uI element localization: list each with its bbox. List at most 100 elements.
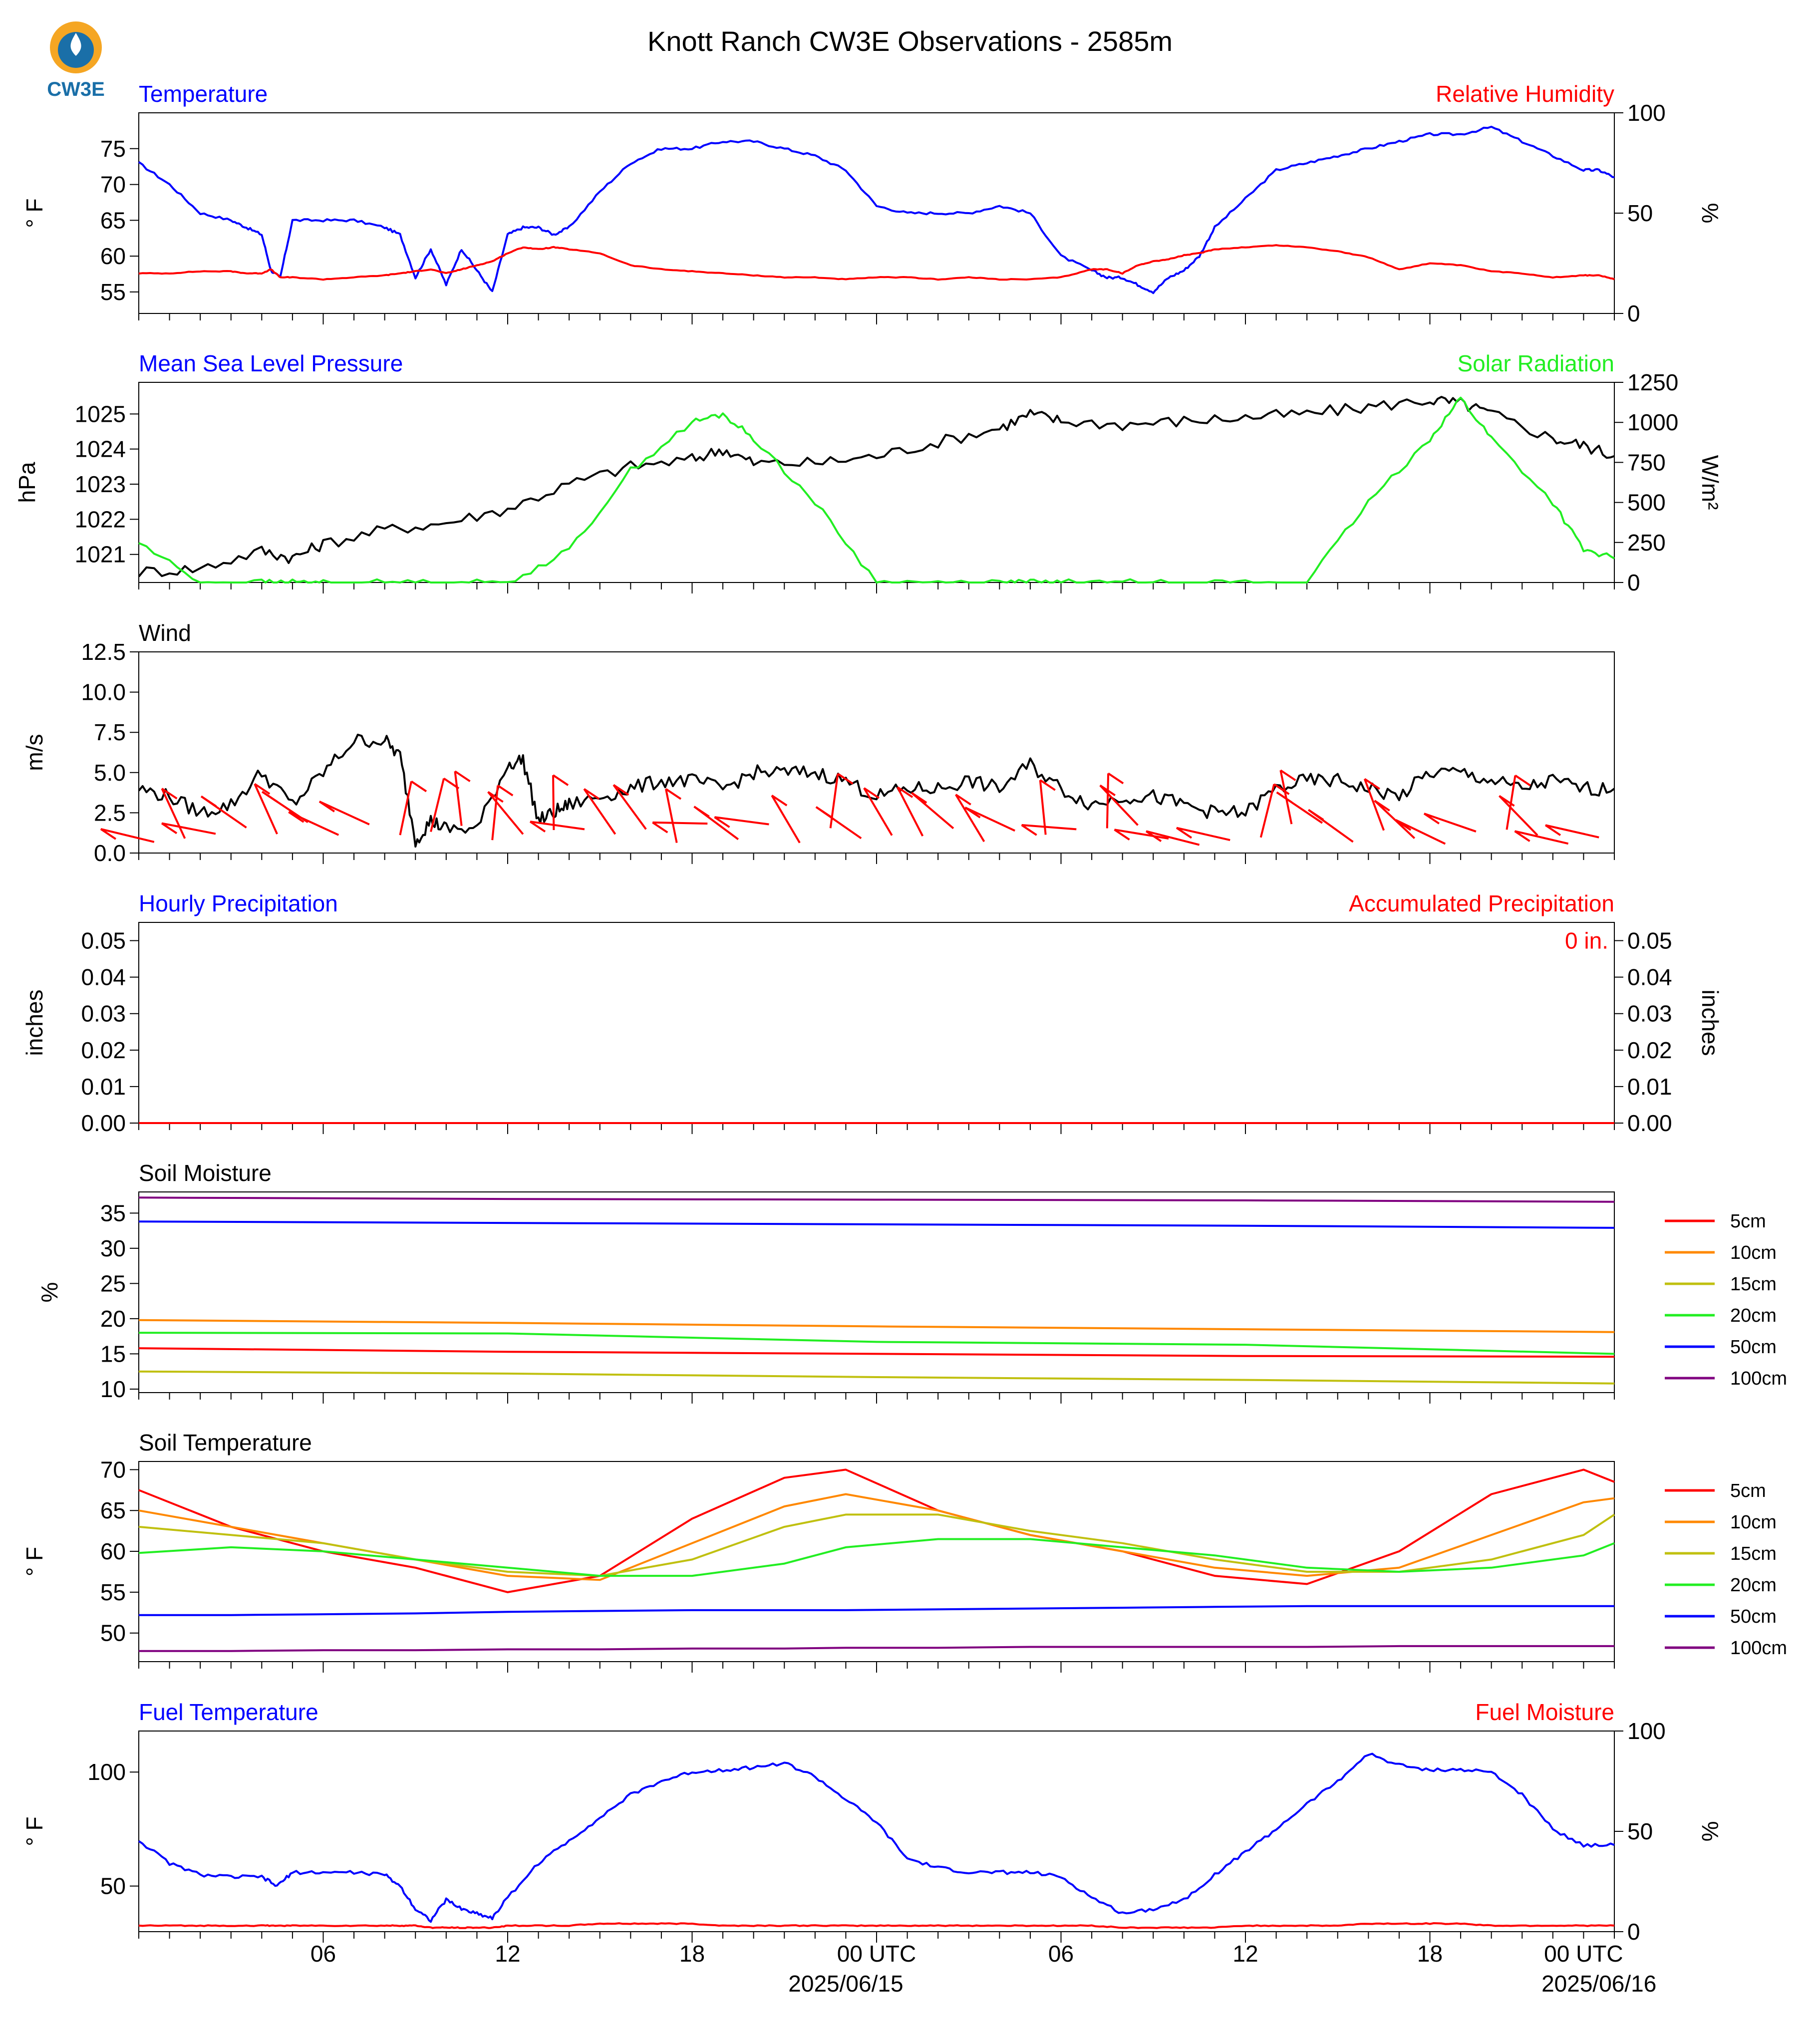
wind-barb-flag — [1273, 783, 1290, 795]
series-line-50cm — [139, 1605, 1614, 1616]
y-axis-label: hPa — [14, 462, 40, 503]
xtick-label: 06 — [1048, 1941, 1074, 1967]
y-axis-label: ° F — [21, 1547, 47, 1576]
cw3e-logo: CW3E — [47, 21, 105, 100]
wind-barb-flag — [454, 770, 471, 782]
series-line-fuel-moisture — [138, 1922, 1615, 1929]
wind-barb-flag — [964, 807, 981, 819]
wind-barb-flag — [529, 821, 546, 833]
wind-barb — [552, 775, 555, 831]
panel-title-left: Wind — [139, 620, 191, 646]
wind-barb-flag — [1544, 824, 1561, 836]
wind-barb — [612, 784, 647, 830]
ytick-right-label: 100 — [1627, 100, 1666, 126]
ytick-label: 70 — [100, 172, 126, 198]
wind-barb-flag — [1114, 829, 1130, 841]
plot-frame — [138, 382, 1615, 583]
ytick-label: 1022 — [75, 506, 126, 532]
ytick-label: 55 — [100, 279, 126, 305]
logo-drop-icon — [70, 33, 81, 56]
series-line-10cm — [138, 1493, 1615, 1581]
wind-barb-flag — [100, 828, 116, 840]
series-line-20cm — [138, 1332, 1615, 1355]
wind-barb-flag — [1308, 809, 1324, 821]
ytick-right-label: 0.05 — [1627, 928, 1672, 954]
wind-barb-flag — [1099, 784, 1116, 797]
wind-barb — [1279, 770, 1293, 825]
ytick-label: 1021 — [75, 542, 126, 568]
logo-text: CW3E — [47, 78, 105, 100]
ytick-label: 10 — [100, 1376, 126, 1402]
ytick-right-label: 250 — [1627, 530, 1666, 556]
panel-title-left: Mean Sea Level Pressure — [139, 350, 403, 376]
y-axis-label: ° F — [21, 198, 47, 228]
ytick-label: 1024 — [75, 436, 126, 462]
ytick-right-label: 0.01 — [1627, 1074, 1672, 1100]
wind-barb — [910, 792, 954, 830]
wind-barb-flag — [318, 801, 335, 813]
panel-soil_moisture: Soil Moisture 10 15 20 25 30 35% 5cm 10cm 15cm 20c… — [36, 1160, 1787, 1404]
wind-barb — [454, 771, 463, 826]
wind-barb — [491, 785, 499, 841]
panel-title-right: Accumulated Precipitation — [1349, 890, 1614, 916]
ytick-right-label: 50 — [1627, 1818, 1653, 1844]
wind-barb-flag — [262, 791, 278, 803]
wind-barb — [1363, 778, 1385, 831]
wind-barb — [319, 801, 370, 826]
panel-soil_temperature: Soil Temperature 50 55 60 65 70 ° F 5cm 10cm 15cm… — [21, 1430, 1787, 1673]
series-line-solar-radiation — [138, 396, 1615, 583]
ytick-label: 35 — [100, 1200, 126, 1226]
panel-title-right: Relative Humidity — [1436, 81, 1614, 107]
plot-frame — [138, 1461, 1615, 1662]
panel-title-left: Hourly Precipitation — [139, 890, 338, 916]
wind-barb-flag — [1280, 769, 1296, 781]
ytick-label: 25 — [100, 1270, 126, 1296]
wind-barb — [1545, 824, 1599, 839]
legend: 5cm 10cm 15cm 20cm 50cm 100cm — [1665, 1211, 1787, 1389]
wind-barb-flag — [584, 788, 600, 800]
ytick-right-label: 0.02 — [1627, 1037, 1672, 1063]
panel-temperature: Temperature Relative Humidity 55 60 65 70 75 ° … — [21, 81, 1723, 326]
legend-label: 50cm — [1730, 1337, 1777, 1358]
xtick-label: 18 — [1417, 1941, 1443, 1967]
ytick-label: 1023 — [75, 471, 126, 497]
wind-barb-flag — [1145, 830, 1162, 842]
wind-barb — [863, 787, 893, 836]
wind-barb-flag — [1039, 779, 1056, 791]
xtick-label: 12 — [495, 1941, 520, 1967]
wind-barb — [955, 794, 985, 843]
series-line-100cm — [139, 1645, 1614, 1652]
panel-title-left: Fuel Temperature — [139, 1699, 318, 1725]
wind-barb — [1374, 800, 1416, 839]
wind-barb — [530, 821, 585, 831]
wind-barb — [254, 783, 278, 835]
ytick-label: 60 — [100, 1538, 126, 1564]
plot-frame — [138, 922, 1615, 1124]
panel-fuel: Fuel Temperature Fuel Moisture 50 100 ° F 0 50… — [21, 1699, 1723, 1945]
panel-wind: Wind 0.0 2.5 5.0 7.5 10.0 12.5 m/s — [21, 620, 1615, 866]
wind-barb-flag — [955, 794, 971, 806]
wind-barb — [1395, 819, 1446, 845]
wind-barb — [1146, 830, 1200, 846]
wind-barb-flag — [1374, 800, 1390, 812]
y-axis-label: m/s — [21, 734, 47, 771]
wind-barb — [430, 778, 445, 832]
ytick-label: 65 — [100, 1497, 126, 1523]
wind-barb-flag — [1276, 791, 1292, 804]
ytick-right-label: 100 — [1627, 1718, 1666, 1744]
wind-barb — [1424, 813, 1477, 833]
legend-label: 100cm — [1730, 1368, 1787, 1389]
ytick-label: 55 — [100, 1579, 126, 1605]
ytick-right-label: 50 — [1627, 200, 1653, 226]
wind-barb-flag — [200, 795, 217, 808]
series-line-fuel-temperature — [138, 1752, 1615, 1923]
series-line-20cm — [138, 1538, 1615, 1577]
wind-barb-flag — [897, 786, 913, 798]
ytick-right-label: 750 — [1627, 449, 1666, 475]
y-axis-right-label: % — [1697, 1821, 1723, 1842]
legend-label: 10cm — [1730, 1242, 1777, 1263]
series-line-5cm — [138, 1347, 1615, 1358]
legend-label: 100cm — [1730, 1638, 1787, 1659]
wind-barb — [1515, 830, 1569, 845]
legend-label: 50cm — [1730, 1606, 1777, 1627]
